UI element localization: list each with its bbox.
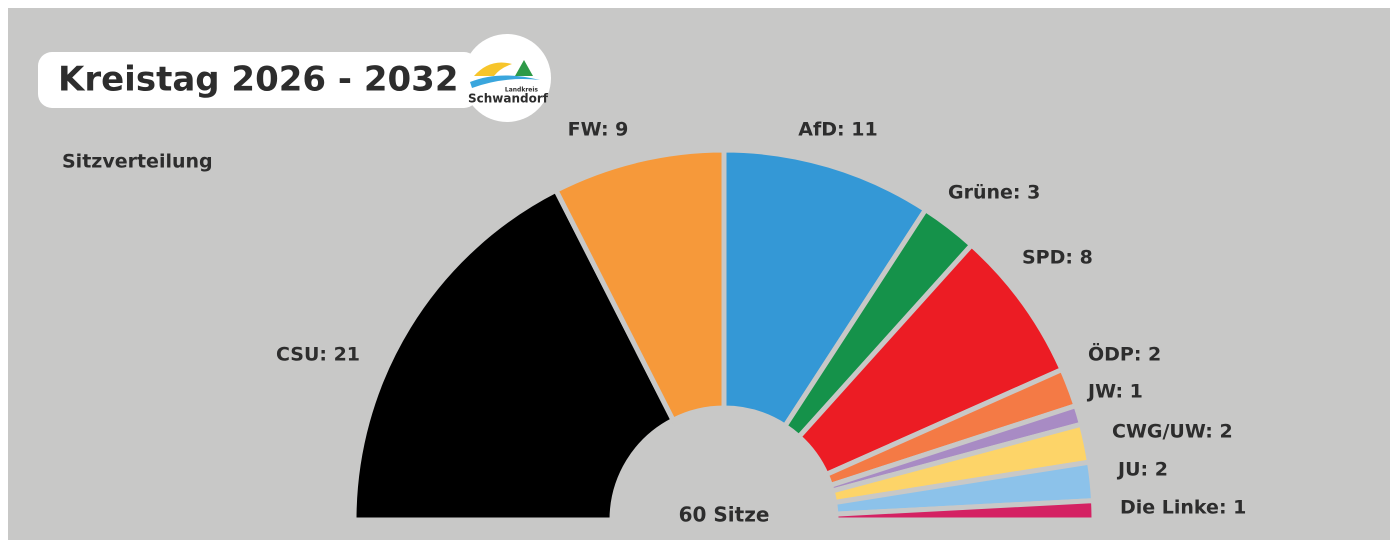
seat-segment — [552, 147, 727, 424]
segment-label: AfD: 11 — [798, 119, 877, 141]
logo-wave — [470, 75, 540, 88]
title-box — [38, 52, 478, 108]
segment-label: FW: 9 — [568, 119, 629, 141]
center-label: 60 Sitze — [679, 503, 770, 527]
segment-label: ÖDP: 2 — [1088, 342, 1161, 366]
chart-title: Kreistag 2026 - 2032 — [58, 60, 458, 100]
logo-tree — [515, 60, 533, 76]
segment-label: SPD: 8 — [1022, 247, 1093, 269]
logo-sun — [474, 62, 512, 76]
seat-segment — [351, 186, 677, 523]
segment-label: JW: 1 — [1086, 381, 1143, 403]
segment-label: Die Linke: 1 — [1120, 497, 1246, 519]
logo-small: Landkreis — [505, 87, 539, 94]
segment-label: Grüne: 3 — [948, 182, 1040, 204]
seat-segment — [721, 147, 929, 430]
subtitle: Sitzverteilung — [62, 151, 213, 173]
seat-segment — [833, 498, 1097, 523]
segment-label: CSU: 21 — [276, 344, 360, 366]
logo-name: Schwandorf — [468, 92, 549, 106]
segment-label: JU: 2 — [1116, 459, 1168, 481]
segment-label: CWG/UW: 2 — [1112, 421, 1233, 443]
